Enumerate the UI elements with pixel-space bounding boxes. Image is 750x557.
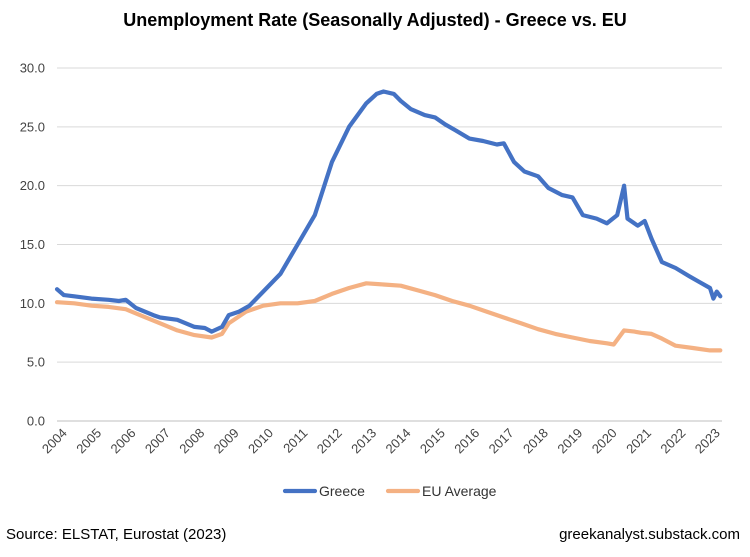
x-tick-label: 2023 — [692, 425, 723, 456]
y-tick-label: 0.0 — [27, 414, 45, 429]
y-tick-label: 10.0 — [20, 296, 45, 311]
chart-title: Unemployment Rate (Seasonally Adjusted) … — [123, 10, 627, 30]
source-note: Source: ELSTAT, Eurostat (2023) — [6, 526, 227, 543]
y-tick-label: 5.0 — [27, 355, 45, 370]
x-tick-label: 2012 — [314, 425, 345, 456]
x-tick-label: 2013 — [348, 425, 379, 456]
x-tick-label: 2007 — [142, 425, 173, 456]
x-tick-label: 2018 — [520, 425, 551, 456]
series-lines — [54, 89, 723, 353]
y-tick-label: 30.0 — [20, 61, 45, 76]
y-tick-label: 20.0 — [20, 178, 45, 193]
x-tick-label: 2009 — [211, 425, 242, 456]
x-tick-label: 2015 — [417, 425, 448, 456]
gridlines — [57, 67, 722, 422]
series-line-eu-average — [54, 281, 723, 353]
y-tick-label: 15.0 — [20, 237, 45, 252]
x-tick-label: 2020 — [589, 425, 620, 456]
legend: Greece EU Average — [282, 483, 497, 499]
x-tick-label: 2010 — [245, 425, 276, 456]
x-tick-label: 2006 — [108, 425, 139, 456]
x-tick-label: 2017 — [486, 425, 517, 456]
x-tick-label: 2008 — [176, 425, 207, 456]
site-credit: greekanalyst.substack.com — [559, 526, 740, 543]
x-tick-label: 2011 — [280, 425, 310, 455]
x-tick-label: 2021 — [623, 425, 654, 456]
x-tick-label: 2005 — [73, 425, 104, 456]
series-line-greece — [54, 89, 723, 334]
x-tick-label: 2022 — [657, 425, 688, 456]
x-tick-label: 2016 — [451, 425, 482, 456]
x-tick-label: 2004 — [39, 425, 70, 456]
y-tick-label: 25.0 — [20, 119, 45, 134]
legend-label: EU Average — [422, 483, 497, 499]
legend-label: Greece — [319, 483, 365, 499]
y-axis-ticks: 0.0 5.0 10.0 15.0 20.0 25.0 30.0 — [20, 61, 45, 429]
x-tick-label: 2019 — [554, 425, 585, 456]
x-axis-ticks: 2004 2005 2006 2007 2008 2009 2010 2011 2012 2013… — [39, 420, 723, 456]
x-tick-label: 2014 — [383, 425, 414, 456]
